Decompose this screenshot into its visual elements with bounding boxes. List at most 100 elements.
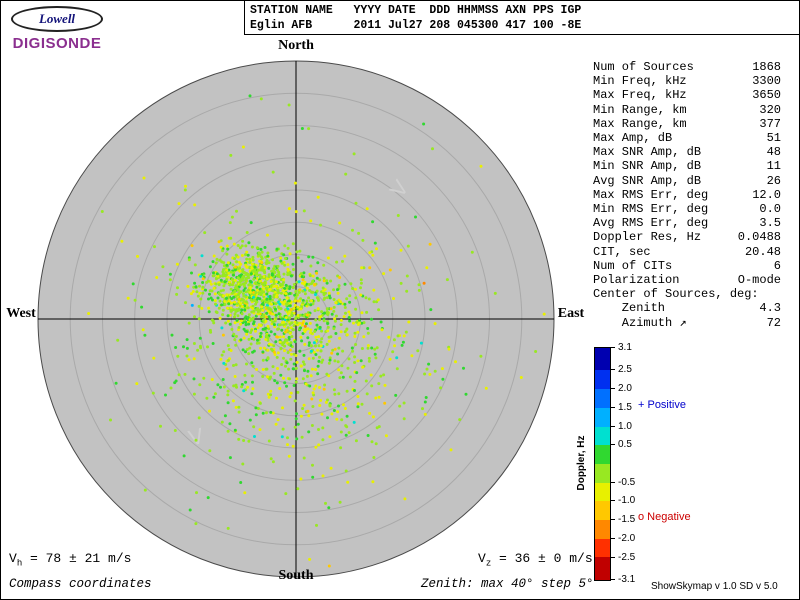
colorbar-band xyxy=(595,482,610,502)
colorbar-tick-label: -2.0 xyxy=(618,532,636,544)
header-column-titles: STATION NAME YYYY DATE DDD HHMMSS AXN PP… xyxy=(250,4,582,17)
stat-value: 4.3 xyxy=(759,301,781,316)
stat-label: Doppler Res, Hz xyxy=(593,230,702,245)
stat-label: Num of Sources xyxy=(593,60,694,74)
colorbar-band xyxy=(595,501,610,521)
colorbar-tick xyxy=(611,388,615,390)
colorbar-tick xyxy=(611,500,615,502)
colorbar-tick-label: 2.5 xyxy=(618,364,632,376)
stat-value: 72 xyxy=(766,315,781,330)
stat-row: Max Amp, dB 51 xyxy=(593,131,781,145)
stat-row: Avg RMS Err, deg 3.5 xyxy=(593,216,781,230)
stat-value: 377 xyxy=(759,116,781,131)
stat-row: Min Freq, kHz 3300 xyxy=(593,74,781,88)
colorbar-band xyxy=(595,538,610,558)
stat-label: Min Freq, kHz xyxy=(593,74,687,89)
colorbar-tick xyxy=(611,537,615,539)
stat-row: Zenith 4.3 xyxy=(593,301,781,315)
compass-label-east: East xyxy=(557,306,585,321)
stat-label: Zenith xyxy=(593,301,666,316)
vh-symbol: V xyxy=(9,551,17,566)
stat-row: Max SNR Amp, dB 48 xyxy=(593,145,781,159)
colorbar-tick xyxy=(611,579,615,580)
stat-label: Max SNR Amp, dB xyxy=(593,145,702,160)
vz-value: = 36 ± 0 m/s xyxy=(491,551,593,566)
colorbar-tick-label: 0.5 xyxy=(618,439,632,451)
stat-value: 48 xyxy=(766,145,781,160)
colorbar-band xyxy=(595,463,610,483)
colorbar-tick-label: -1.5 xyxy=(618,514,636,526)
stat-label: Min RMS Err, deg xyxy=(593,202,709,217)
stat-row: Polarization O-mode xyxy=(593,273,781,287)
logo-oval: Lowell xyxy=(11,6,103,32)
lowell-digisonde-logo: Lowell DIGISONDE xyxy=(11,6,103,52)
colorbar-tick-label: -0.5 xyxy=(618,476,636,488)
colorbar-gradient xyxy=(594,347,611,581)
stat-row: Avg SNR Amp, dB 26 xyxy=(593,174,781,188)
colorbar-band xyxy=(595,370,610,390)
compass-label-west: West xyxy=(6,306,36,321)
stat-label: Min Range, km xyxy=(593,102,687,117)
colorbar-band xyxy=(595,426,610,446)
stat-value: 3650 xyxy=(752,88,781,103)
skymap-points xyxy=(87,94,546,568)
logo-product: DIGISONDE xyxy=(12,35,102,52)
colorbar-tick xyxy=(611,444,615,446)
stat-label: Center of Sources, deg: xyxy=(593,287,759,302)
colorbar-tick-label: 1.5 xyxy=(618,401,632,413)
stat-value: 20.48 xyxy=(744,244,781,259)
header: STATION NAME YYYY DATE DDD HHMMSS AXN PP… xyxy=(244,1,799,35)
colorbar-tick xyxy=(611,425,615,427)
stat-label: Max RMS Err, deg xyxy=(593,187,709,202)
stat-value: 6 xyxy=(773,258,781,273)
stat-row: Max Range, km 377 xyxy=(593,117,781,131)
stat-label: CIT, sec xyxy=(593,244,651,259)
stat-label: Avg RMS Err, deg xyxy=(593,216,709,231)
svg-text:V: V xyxy=(186,423,207,451)
software-version-credit: ShowSkymap v 1.0 SD v 5.0 xyxy=(651,581,778,592)
stat-value: 3.5 xyxy=(759,216,781,231)
vh-value: = 78 ± 21 m/s xyxy=(22,551,132,566)
coordinates-note: Compass coordinates xyxy=(9,577,152,591)
stat-label: Avg SNR Amp, dB xyxy=(593,173,702,188)
skymap-plot: VV xyxy=(37,60,555,578)
vz-subscript: z xyxy=(485,558,492,569)
stat-label: Max Freq, kHz xyxy=(593,88,687,103)
header-station-values: Eglin AFB 2011 Jul27 208 045300 417 100 … xyxy=(250,19,582,32)
colorbar: Doppler, Hz + Positive o Negative 3.1 2.5… xyxy=(576,342,794,585)
stat-row: Max RMS Err, deg 12.0 xyxy=(593,188,781,202)
colorbar-tick xyxy=(611,369,615,371)
colorbar-band xyxy=(595,557,610,580)
stat-row: Azimuth ↗ 72 xyxy=(593,316,781,330)
stat-value: 3300 xyxy=(752,74,781,89)
stat-row: Min RMS Err, deg 0.0 xyxy=(593,202,781,216)
stat-value: O-mode xyxy=(737,273,781,288)
stat-label: Max Range, km xyxy=(593,116,687,131)
stat-row: Min Range, km 320 xyxy=(593,103,781,117)
colorbar-tick-label: 2.0 xyxy=(618,383,632,395)
colorbar-tick-label: 3.1 xyxy=(618,342,632,353)
stat-value: 320 xyxy=(759,102,781,117)
stats-panel: Num of Sources 1868 Min Freq, kHz 3300 Max F… xyxy=(593,60,781,330)
stat-row: Doppler Res, Hz 0.0488 xyxy=(593,230,781,244)
colorbar-tick-label: 1.0 xyxy=(618,420,632,432)
stat-value: 0.0 xyxy=(759,202,781,217)
colorbar-band xyxy=(595,445,610,464)
stat-label: Min SNR Amp, dB xyxy=(593,159,702,174)
colorbar-band xyxy=(595,389,610,408)
colorbar-band xyxy=(595,407,610,427)
vertical-velocity-readout: Vz = 36 ± 0 m/s xyxy=(478,551,593,569)
compass-label-north: North xyxy=(278,38,314,53)
stat-value: 26 xyxy=(766,173,781,188)
stat-value: 51 xyxy=(766,131,781,146)
colorbar-title: Doppler, Hz xyxy=(576,435,587,491)
stat-value: 1868 xyxy=(752,60,781,74)
logo-name: Lowell xyxy=(38,11,76,26)
compass-label-south: South xyxy=(278,568,314,583)
stat-row: Max Freq, kHz 3650 xyxy=(593,88,781,102)
stat-label: Polarization xyxy=(593,273,680,288)
stat-row: Num of Sources 1868 xyxy=(593,60,781,74)
colorbar-tick xyxy=(611,406,615,408)
colorbar-tick xyxy=(611,556,615,558)
zenith-scale-note: Zenith: max 40° step 5° xyxy=(421,577,594,591)
